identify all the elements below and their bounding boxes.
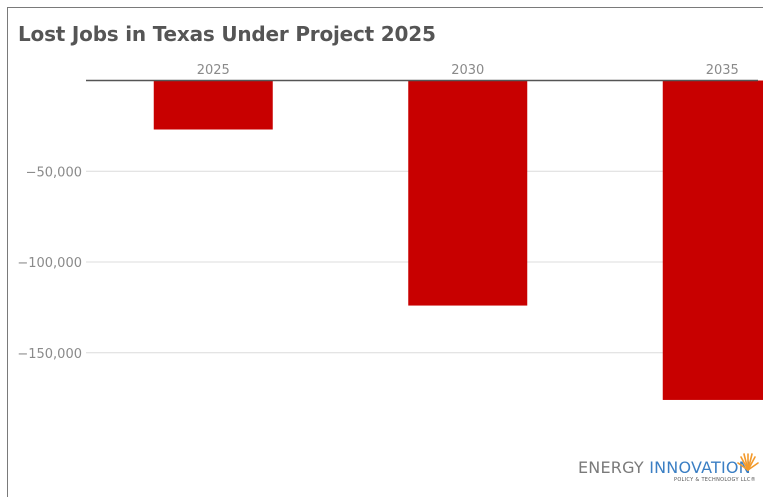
category-label: 2035	[706, 63, 739, 78]
logo-tagline: POLICY & TECHNOLOGY LLC®	[674, 477, 756, 483]
bar-2030	[408, 80, 528, 306]
bar-2025	[153, 80, 273, 130]
chart-frame	[7, 7, 763, 497]
logo-word-innovation: INNOVATION	[649, 458, 751, 477]
category-label: 2025	[197, 63, 230, 78]
chart-title: Lost Jobs in Texas Under Project 2025	[18, 22, 436, 46]
sunburst-icon	[737, 453, 759, 471]
bar-2035	[662, 80, 763, 400]
bars	[153, 80, 763, 400]
y-tick-label: −100,000	[17, 256, 82, 271]
y-tick-label: −50,000	[26, 165, 82, 180]
y-tick-label: −150,000	[17, 347, 82, 362]
energy-innovation-logo: ENERGY INNOVATION POLICY & TECHNOLOGY LL…	[578, 453, 759, 488]
category-label: 2030	[451, 63, 484, 78]
y-tick-labels: −50,000 −100,000 −150,000	[17, 165, 82, 362]
logo-word-energy: ENERGY	[578, 458, 644, 477]
category-labels: 2025 2030 2035	[197, 63, 739, 78]
